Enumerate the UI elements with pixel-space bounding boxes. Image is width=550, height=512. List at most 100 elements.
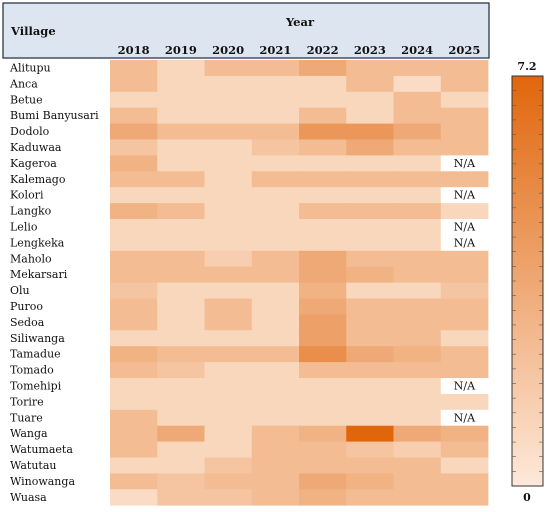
heatmap-cell [110, 393, 158, 411]
heatmap-cell [440, 250, 489, 268]
heatmap-cell [299, 314, 347, 331]
heatmap-cell [204, 187, 253, 204]
heatmap-cell [299, 393, 347, 411]
heatmap-cell [346, 314, 394, 331]
heatmap-cell [251, 282, 300, 299]
heatmap-cell [393, 457, 442, 474]
heatmap-cell [251, 187, 300, 204]
heatmap-cell [110, 314, 158, 331]
heatmap-cell [251, 250, 300, 268]
heatmap-cell [346, 346, 394, 363]
heatmap-cell [393, 139, 442, 156]
village-label: Mekarsari [10, 268, 68, 281]
heatmap-cell [346, 219, 394, 236]
village-label: Maholo [10, 252, 52, 265]
heatmap-cell [440, 378, 489, 395]
heatmap-cell [346, 298, 394, 315]
heatmap-cell [393, 314, 442, 331]
heatmap-cell [299, 457, 347, 474]
heatmap-cell [393, 378, 442, 395]
heatmap-cells: N/A N/A N/A N/A N/A N/A [110, 60, 489, 506]
heatmap-cell [251, 107, 300, 124]
heatmap-cell [204, 155, 253, 172]
village-label: Winowanga [10, 475, 75, 488]
village-label: Siliwanga [10, 332, 65, 345]
year-label-2025: 2025 [448, 43, 480, 57]
village-label: Kaduwaa [10, 141, 62, 154]
heatmap-cell [110, 75, 158, 93]
heatmap-cell [393, 282, 442, 299]
village-label: Torire [10, 395, 44, 408]
heatmap-cell [110, 282, 158, 299]
heatmap-cell [393, 234, 442, 252]
heatmap-cell [110, 139, 158, 156]
heatmap-cell [157, 282, 205, 299]
column-header-label: Year [285, 15, 315, 29]
table-header: Village Year 2018 2019 2020 2021 2022 2023 202… [2, 2, 490, 59]
heatmap-cell [299, 330, 347, 347]
heatmap-cell [440, 457, 489, 474]
heatmap-cell [251, 123, 300, 140]
heatmap-cell [110, 473, 158, 490]
heatmap-cell [440, 314, 489, 331]
heatmap-cell [110, 234, 158, 252]
heatmap-cell [251, 234, 300, 252]
heatmap-cell [251, 473, 300, 490]
heatmap-cell [393, 425, 442, 442]
heatmap-cell [299, 139, 347, 156]
row-header-label: Village [10, 24, 56, 38]
heatmap-cell [393, 266, 442, 283]
heatmap-cell [440, 60, 489, 77]
heatmap-cell [204, 282, 253, 299]
heatmap-cell [251, 409, 300, 427]
heatmap-cell [204, 473, 253, 490]
village-label: Alitupu [9, 62, 51, 75]
colorbar-gradient [511, 75, 544, 487]
heatmap-cell [393, 298, 442, 315]
year-label-2020: 2020 [212, 43, 244, 57]
heatmap-cell [204, 425, 253, 442]
heatmap-cell [204, 362, 253, 379]
missing-value-label: N/A [454, 157, 476, 170]
missing-value-label: N/A [454, 236, 476, 249]
village-label: Tuare [10, 411, 43, 424]
village-label: Olu [10, 284, 30, 297]
heatmap-cell [393, 393, 442, 411]
heatmap-cell [251, 219, 300, 236]
heatmap-cell [251, 91, 300, 109]
heatmap-cell [393, 346, 442, 363]
heatmap-cell [346, 139, 394, 156]
heatmap-cell [157, 107, 205, 124]
village-label: Wuasa [10, 491, 47, 504]
colorbar-min-label: 0 [523, 491, 531, 504]
heatmap-cell [299, 60, 347, 77]
heatmap-cell [251, 171, 300, 188]
heatmap-cell [110, 346, 158, 363]
heatmap-cell [204, 203, 253, 220]
heatmap-cell [346, 171, 394, 188]
heatmap-cell [157, 346, 205, 363]
heatmap-cell [204, 457, 253, 474]
heatmap-cell [299, 123, 347, 140]
heatmap-cell [346, 187, 394, 204]
heatmap-cell [157, 362, 205, 379]
heatmap-cell [251, 457, 300, 474]
heatmap-cell [251, 298, 300, 315]
heatmap-cell [440, 234, 489, 252]
heatmap-cell [393, 171, 442, 188]
heatmap-cell [251, 330, 300, 347]
heatmap-cell [440, 75, 489, 93]
village-label: Bumi Banyusari [10, 109, 99, 122]
heatmap-cell [157, 473, 205, 490]
heatmap-cell [251, 393, 300, 411]
heatmap-cell [110, 107, 158, 124]
heatmap-cell [346, 378, 394, 395]
heatmap-cell [440, 298, 489, 315]
heatmap-cell [157, 91, 205, 109]
village-label: Tamadue [10, 348, 61, 361]
heatmap-cell [299, 298, 347, 315]
heatmap-cell [299, 75, 347, 93]
heatmap-cell [157, 441, 205, 458]
village-label: Sedoa [10, 316, 45, 329]
heatmap-cell [299, 409, 347, 427]
